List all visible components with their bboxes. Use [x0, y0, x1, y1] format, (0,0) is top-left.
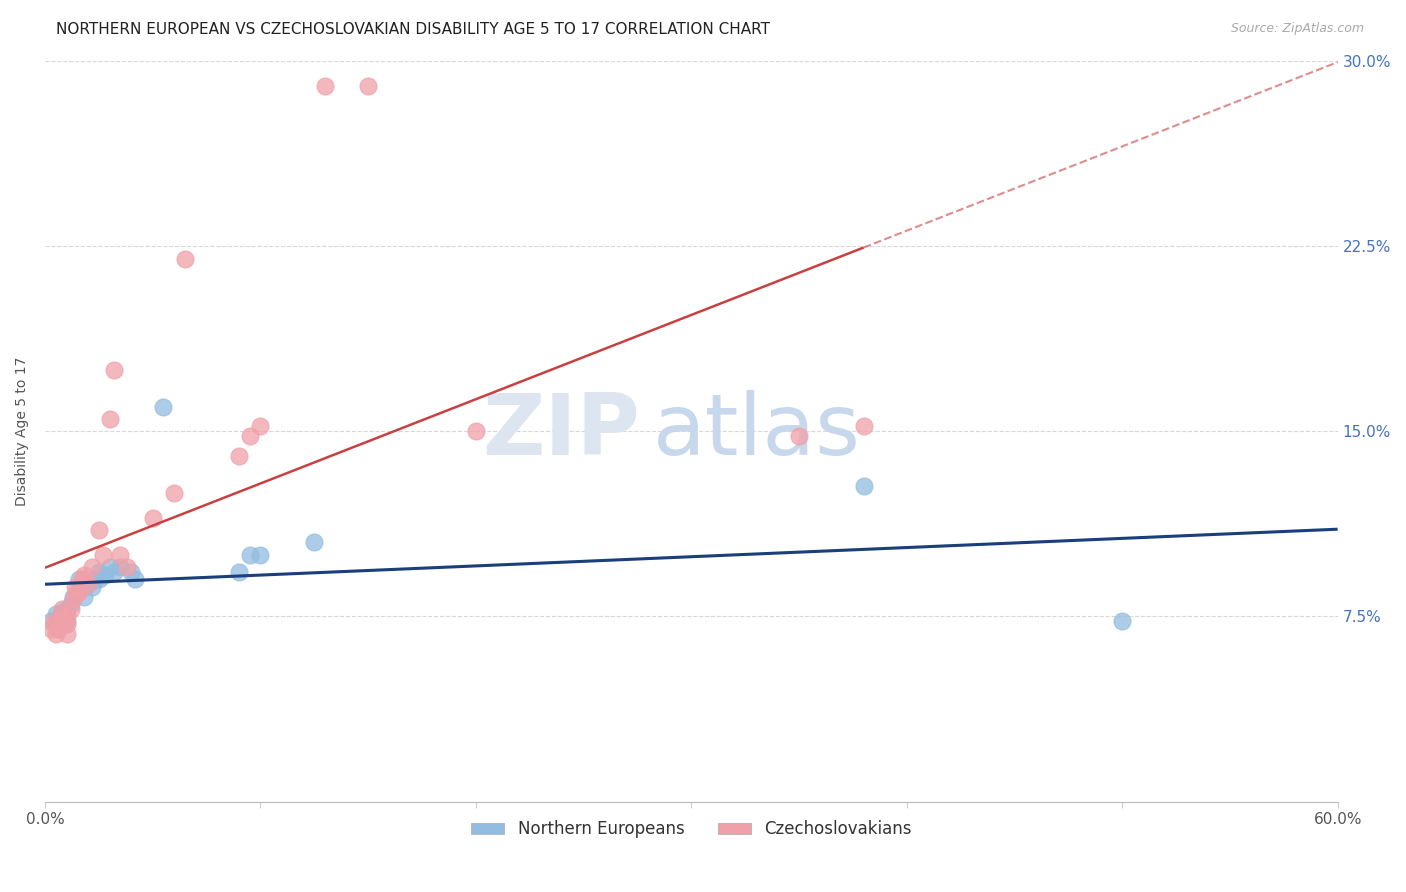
Point [49, 615, 72, 629]
Point [120, 565, 142, 579]
Point [357, 78, 380, 93]
Point [63, 580, 86, 594]
Point [45, 626, 67, 640]
Point [304, 535, 326, 549]
Point [41, 622, 63, 636]
Point [98, 560, 121, 574]
Point [87, 523, 110, 537]
Point [787, 429, 810, 443]
Point [1111, 615, 1133, 629]
Point [228, 565, 250, 579]
Point [249, 419, 271, 434]
Point [82, 560, 104, 574]
Point [66, 584, 89, 599]
Point [55, 602, 77, 616]
Text: atlas: atlas [652, 390, 860, 473]
Point [314, 78, 336, 93]
Point [55, 609, 77, 624]
Point [51, 605, 73, 619]
Point [49, 609, 72, 624]
Point [55, 615, 77, 629]
Point [73, 567, 96, 582]
Point [124, 573, 146, 587]
Text: Source: ZipAtlas.com: Source: ZipAtlas.com [1230, 22, 1364, 36]
Point [77, 577, 100, 591]
Point [62, 590, 84, 604]
Point [239, 548, 262, 562]
Point [46, 622, 69, 636]
Legend: Northern Europeans, Czechoslovakians: Northern Europeans, Czechoslovakians [464, 814, 918, 845]
Point [66, 584, 89, 599]
Point [51, 609, 73, 624]
Point [249, 548, 271, 562]
Point [110, 560, 132, 574]
Point [94, 567, 117, 582]
Point [55, 616, 77, 631]
Point [464, 425, 486, 439]
Point [152, 400, 174, 414]
Point [59, 597, 82, 611]
Point [82, 580, 104, 594]
Point [142, 510, 165, 524]
Point [69, 584, 91, 599]
Point [163, 486, 186, 500]
Point [98, 412, 121, 426]
Point [87, 565, 110, 579]
Point [852, 419, 875, 434]
Point [87, 573, 110, 587]
Y-axis label: Disability Age 5 to 17: Disability Age 5 to 17 [15, 357, 30, 506]
Text: ZIP: ZIP [482, 390, 640, 473]
Point [51, 602, 73, 616]
Text: NORTHERN EUROPEAN VS CZECHOSLOVAKIAN DISABILITY AGE 5 TO 17 CORRELATION CHART: NORTHERN EUROPEAN VS CZECHOSLOVAKIAN DIS… [56, 22, 770, 37]
Point [91, 548, 114, 562]
Point [852, 478, 875, 492]
Point [103, 565, 125, 579]
Point [110, 548, 132, 562]
Point [83, 573, 105, 587]
Point [239, 429, 262, 443]
Point [45, 607, 67, 621]
Point [41, 615, 63, 629]
Point [59, 602, 82, 616]
Point [77, 577, 100, 591]
Point [42, 615, 65, 629]
Point [228, 449, 250, 463]
Point [103, 362, 125, 376]
Point [115, 560, 138, 574]
Point [69, 573, 91, 587]
Point [55, 626, 77, 640]
Point [62, 592, 84, 607]
Point [73, 590, 96, 604]
Point [174, 252, 197, 266]
Point [70, 573, 93, 587]
Point [53, 616, 76, 631]
Point [45, 616, 67, 631]
Point [46, 622, 69, 636]
